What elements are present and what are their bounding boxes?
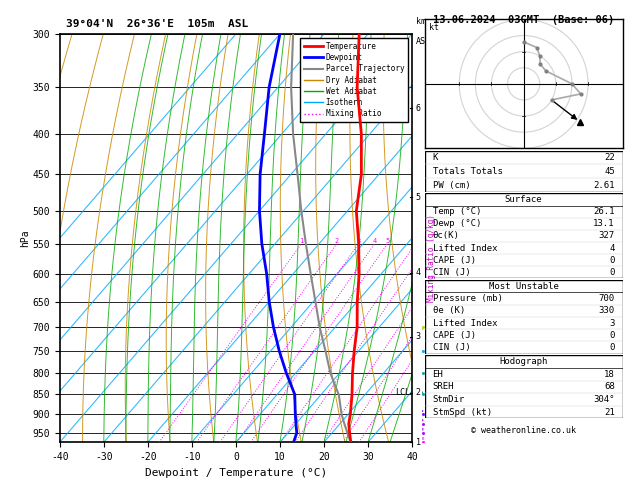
Text: K: K bbox=[433, 153, 438, 162]
Text: 13.1: 13.1 bbox=[593, 219, 615, 228]
Text: PW (cm): PW (cm) bbox=[433, 181, 470, 190]
Text: 22: 22 bbox=[604, 153, 615, 162]
Text: 330: 330 bbox=[599, 306, 615, 315]
Text: kt: kt bbox=[428, 23, 438, 32]
Text: 18: 18 bbox=[604, 370, 615, 379]
Text: 0: 0 bbox=[610, 331, 615, 340]
Text: 13.06.2024  03GMT  (Base: 06): 13.06.2024 03GMT (Base: 06) bbox=[433, 15, 615, 25]
Text: 3: 3 bbox=[357, 238, 360, 244]
Text: 2: 2 bbox=[416, 388, 421, 397]
Text: EH: EH bbox=[433, 370, 443, 379]
Text: 0: 0 bbox=[610, 268, 615, 277]
Text: 304°: 304° bbox=[593, 395, 615, 404]
Text: 4: 4 bbox=[372, 238, 377, 244]
Text: 26.1: 26.1 bbox=[593, 207, 615, 216]
Text: 5: 5 bbox=[416, 193, 421, 202]
Text: StmDir: StmDir bbox=[433, 395, 465, 404]
Text: CIN (J): CIN (J) bbox=[433, 268, 470, 277]
Text: Totals Totals: Totals Totals bbox=[433, 167, 503, 176]
Text: 1: 1 bbox=[416, 438, 421, 447]
Text: © weatheronline.co.uk: © weatheronline.co.uk bbox=[471, 426, 576, 435]
Text: 327: 327 bbox=[599, 231, 615, 241]
Text: 6: 6 bbox=[416, 104, 421, 113]
Text: 2.61: 2.61 bbox=[593, 181, 615, 190]
Text: 700: 700 bbox=[599, 294, 615, 303]
Text: 0: 0 bbox=[610, 343, 615, 352]
Text: Surface: Surface bbox=[505, 195, 542, 204]
Text: Lifted Index: Lifted Index bbox=[433, 318, 497, 328]
Text: 68: 68 bbox=[604, 382, 615, 391]
Y-axis label: hPa: hPa bbox=[19, 229, 30, 247]
Text: Pressure (mb): Pressure (mb) bbox=[433, 294, 503, 303]
Text: Most Unstable: Most Unstable bbox=[489, 281, 559, 291]
Text: 21: 21 bbox=[604, 408, 615, 417]
Text: 1: 1 bbox=[299, 238, 303, 244]
Text: CAPE (J): CAPE (J) bbox=[433, 256, 476, 265]
Legend: Temperature, Dewpoint, Parcel Trajectory, Dry Adiabat, Wet Adiabat, Isotherm, Mi: Temperature, Dewpoint, Parcel Trajectory… bbox=[300, 38, 408, 122]
Text: CIN (J): CIN (J) bbox=[433, 343, 470, 352]
Text: 39°04'N  26°36'E  105m  ASL: 39°04'N 26°36'E 105m ASL bbox=[66, 19, 248, 29]
Text: ASL: ASL bbox=[416, 37, 430, 46]
Text: 2: 2 bbox=[335, 238, 339, 244]
X-axis label: Dewpoint / Temperature (°C): Dewpoint / Temperature (°C) bbox=[145, 468, 327, 478]
Text: CAPE (J): CAPE (J) bbox=[433, 331, 476, 340]
Text: θe (K): θe (K) bbox=[433, 306, 465, 315]
Text: 45: 45 bbox=[604, 167, 615, 176]
Text: 4: 4 bbox=[610, 243, 615, 253]
Text: Hodograph: Hodograph bbox=[499, 357, 548, 366]
Text: θc(K): θc(K) bbox=[433, 231, 459, 241]
Text: 5: 5 bbox=[385, 238, 389, 244]
Text: Temp (°C): Temp (°C) bbox=[433, 207, 481, 216]
Text: StmSpd (kt): StmSpd (kt) bbox=[433, 408, 492, 417]
Text: Mixing Ratio (g/kg): Mixing Ratio (g/kg) bbox=[428, 215, 437, 302]
Text: 3: 3 bbox=[416, 332, 421, 341]
Text: 0: 0 bbox=[610, 256, 615, 265]
Text: Lifted Index: Lifted Index bbox=[433, 243, 497, 253]
Text: SREH: SREH bbox=[433, 382, 454, 391]
Text: km: km bbox=[416, 17, 425, 26]
Text: LCL: LCL bbox=[395, 388, 410, 397]
Text: Dewp (°C): Dewp (°C) bbox=[433, 219, 481, 228]
Text: 4: 4 bbox=[416, 268, 421, 277]
Text: 3: 3 bbox=[610, 318, 615, 328]
